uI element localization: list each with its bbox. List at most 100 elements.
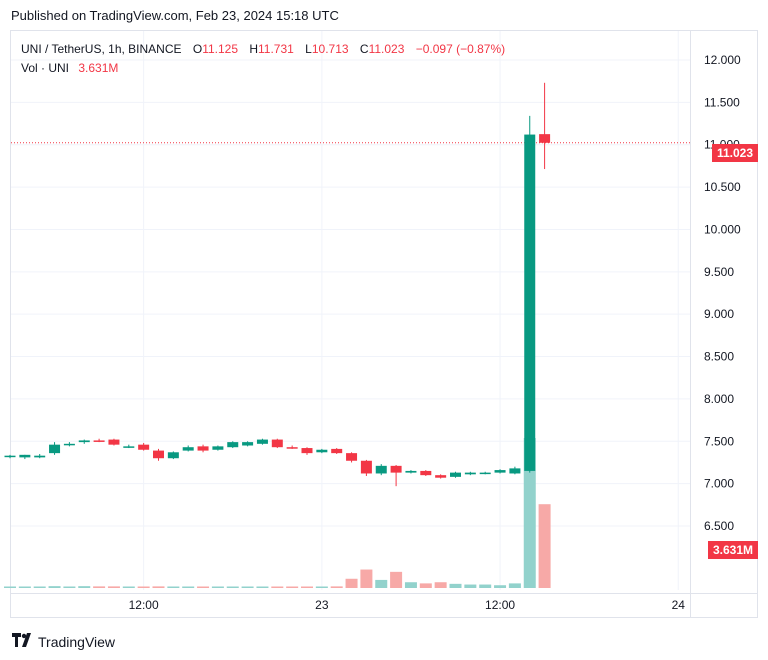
last-price-tag: 11.023 [711, 144, 758, 162]
y-tick-label: 9.500 [704, 265, 734, 279]
candle-body [420, 470, 432, 476]
brand-name: TradingView [38, 634, 116, 650]
open-value: 11.125 [202, 42, 238, 56]
candle-body [479, 472, 491, 475]
footer-branding[interactable]: TradingView [12, 633, 115, 651]
volume-bar [330, 586, 343, 588]
volume-bar [241, 586, 254, 588]
candle-body [242, 442, 254, 446]
candle-body [138, 444, 150, 450]
candle-body [256, 439, 268, 444]
candle-body [286, 447, 298, 449]
volume-bar [197, 586, 210, 588]
candle-body [450, 472, 461, 477]
change-value: −0.097 (−0.87%) [415, 42, 506, 56]
volume-bar [494, 585, 507, 588]
ohlc-row: UNI / TetherUS, 1h, BINANCE O11.125 H11.… [21, 40, 505, 59]
candle-body [316, 449, 328, 453]
volume-bar [345, 578, 358, 588]
candle-body [93, 440, 105, 442]
high-key: H [249, 42, 259, 56]
x-tick-label: 23 [315, 598, 329, 612]
volume-row: Vol · UNI 3.631M [21, 59, 505, 78]
candle-body [167, 452, 179, 459]
volume-bar [93, 586, 106, 588]
volume-bar [226, 586, 239, 588]
candle-body [375, 465, 387, 474]
candle-body [153, 450, 164, 459]
volume-bar [211, 586, 224, 588]
candle-body [435, 475, 447, 478]
volume-bar [33, 586, 46, 588]
candle-body [63, 443, 75, 446]
volume-tag: 3.631M [707, 541, 758, 559]
candle-body [271, 439, 283, 448]
x-tick-label: 12:00 [485, 598, 515, 612]
volume-bar [4, 586, 16, 588]
volume-bar [419, 583, 432, 588]
volume-bar [375, 579, 388, 588]
candle-body [539, 134, 551, 143]
volume-bar [301, 586, 313, 588]
low-key: L [305, 42, 312, 56]
y-tick-label: 11.500 [704, 95, 740, 109]
volume-label[interactable]: Vol · UNI [21, 61, 70, 75]
candle-body [197, 446, 209, 451]
y-tick-label: 7.000 [704, 477, 734, 491]
candle-body [390, 465, 402, 473]
volume-bar [538, 504, 551, 588]
volume-bar [434, 582, 447, 588]
volume-bar [479, 584, 492, 588]
candle-body [360, 460, 372, 474]
volume-bar [523, 438, 536, 588]
candle-body [509, 468, 521, 474]
candle-body [212, 446, 224, 450]
candle-body [34, 455, 46, 458]
published-caption: Published on TradingView.com, Feb 23, 20… [11, 8, 339, 23]
candle-body [301, 448, 313, 454]
volume-bar [315, 586, 328, 588]
candle-body [182, 447, 194, 451]
candle-body [227, 442, 239, 448]
tradingview-logo-icon [12, 633, 34, 651]
y-tick-label: 8.500 [704, 350, 734, 364]
high-value: 11.731 [258, 42, 294, 56]
volume-bar [464, 584, 477, 588]
volume-bar [404, 582, 417, 588]
volume-bar [256, 586, 269, 588]
candle-body [331, 448, 343, 454]
volume-bar [107, 586, 120, 588]
volume-bar [48, 586, 61, 588]
y-tick-label: 10.500 [704, 180, 741, 194]
volume-bar [182, 586, 195, 588]
symbol-label[interactable]: UNI / TetherUS, 1h, BINANCE [21, 42, 182, 56]
candle-body [123, 446, 135, 448]
volume-bar [137, 586, 150, 588]
volume-bar [508, 583, 521, 588]
volume-bar [390, 571, 403, 588]
volume-bar [78, 586, 91, 588]
volume-bar [63, 586, 76, 588]
x-tick-label: 12:00 [129, 598, 159, 612]
y-tick-label: 10.000 [704, 222, 741, 236]
candle-body [78, 440, 90, 443]
candle-body [405, 470, 417, 473]
volume-bar [449, 583, 462, 588]
y-tick-label: 12.000 [704, 53, 741, 67]
chart-legend: UNI / TetherUS, 1h, BINANCE O11.125 H11.… [21, 40, 505, 78]
low-value: 10.713 [311, 42, 349, 56]
close-value: 11.023 [368, 42, 405, 56]
volume-value: 3.631M [78, 61, 119, 75]
volume-bar [18, 586, 31, 588]
volume-bar [167, 586, 180, 588]
close-key: C [359, 42, 369, 56]
volume-bar [360, 569, 373, 588]
candle-body [49, 444, 61, 454]
x-tick-label: 24 [672, 598, 686, 612]
open-key: O [192, 42, 203, 56]
candle-body [19, 454, 31, 458]
candle-body [524, 134, 536, 471]
candle-body [346, 453, 358, 461]
volume-bar [286, 586, 299, 588]
